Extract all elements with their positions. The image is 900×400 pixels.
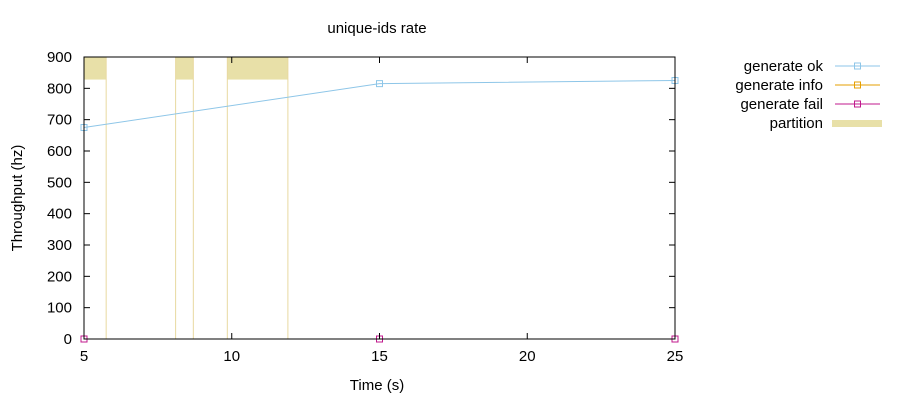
series-layer	[80, 77, 679, 343]
ticks-layer: 0 100 200 300 400 500 600 700 800 900 5 10 15 20 25	[47, 49, 683, 365]
legend-marker-2	[854, 81, 861, 89]
y-tick-label-800: 800	[47, 80, 72, 97]
y-tick-label-500: 500	[47, 174, 72, 191]
series-1-point-2	[376, 80, 383, 88]
partition-band-3	[227, 57, 288, 80]
legend-swatch-4	[832, 120, 882, 127]
y-tick-label-700: 700	[47, 112, 72, 129]
y-tick-label-0: 0	[64, 331, 72, 348]
y-tick-label-400: 400	[47, 206, 72, 223]
legend-label-1: generate ok	[744, 58, 824, 75]
x-tick-label-5: 5	[80, 348, 88, 365]
chart-title: unique-ids rate	[327, 20, 426, 37]
legend-marker-1	[854, 62, 861, 70]
partition-band-2	[175, 57, 194, 80]
y-axis-label: Throughput (hz)	[9, 145, 26, 252]
legend: generate ok generate info generate fail par…	[735, 58, 882, 132]
legend-label-4: partition	[770, 115, 823, 132]
x-tick-label-20: 20	[519, 348, 536, 365]
y-tick-label-300: 300	[47, 237, 72, 254]
x-tick-label-10: 10	[223, 348, 240, 365]
y-tick-label-600: 600	[47, 143, 72, 160]
x-axis-label: Time (s)	[350, 377, 404, 394]
series-line-1	[83, 80, 676, 128]
y-tick-label-200: 200	[47, 268, 72, 285]
y-tick-label-900: 900	[47, 49, 72, 66]
x-tick-label-15: 15	[371, 348, 388, 365]
x-tick-label-25: 25	[667, 348, 684, 365]
partition-band-1	[84, 57, 107, 80]
legend-marker-3	[854, 100, 861, 108]
partition-layer	[83, 57, 289, 339]
plot-frame	[83, 56, 676, 340]
legend-label-3: generate fail	[740, 96, 823, 113]
legend-label-2: generate info	[735, 77, 823, 94]
y-tick-label-100: 100	[47, 300, 72, 317]
